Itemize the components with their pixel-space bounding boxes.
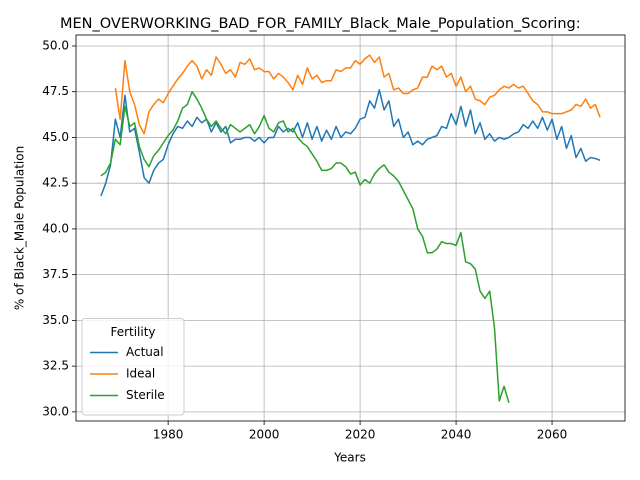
y-tick-label: 50.0 [42, 38, 69, 52]
chart-title: MEN_OVERWORKING_BAD_FOR_FAMILY_Black_Mal… [60, 16, 581, 32]
y-tick-label: 30.0 [42, 404, 69, 418]
legend-box [81, 318, 185, 416]
line-series [114, 54, 601, 135]
y-tick-label: 37.5 [42, 267, 69, 281]
legend-label: Sterile [126, 388, 165, 402]
y-tick-label: 32.5 [42, 359, 69, 373]
y-tick-label: 40.0 [42, 221, 69, 235]
y-tick-label: 42.5 [42, 176, 69, 190]
x-tick-label: 2020 [345, 428, 376, 442]
x-tick-label: 2000 [249, 428, 280, 442]
legend-title: Fertility [110, 325, 155, 339]
legend: Fertility Actual Ideal Sterile [81, 318, 185, 416]
x-tick-label: 2040 [441, 428, 472, 442]
x-tick-label: 2060 [537, 428, 568, 442]
y-axis-label: % of Black_Male Population [13, 146, 27, 310]
x-axis-label: Years [333, 451, 366, 465]
y-tick-label: 35.0 [42, 313, 69, 327]
legend-label: Actual [126, 345, 164, 359]
line-series [100, 89, 601, 197]
legend-label: Ideal [126, 367, 155, 381]
x-tick-label: 1980 [153, 428, 184, 442]
y-tick-label: 47.5 [42, 84, 69, 98]
line-series [100, 90, 510, 403]
y-tick-label: 45.0 [42, 130, 69, 144]
plot-frame [75, 34, 626, 422]
